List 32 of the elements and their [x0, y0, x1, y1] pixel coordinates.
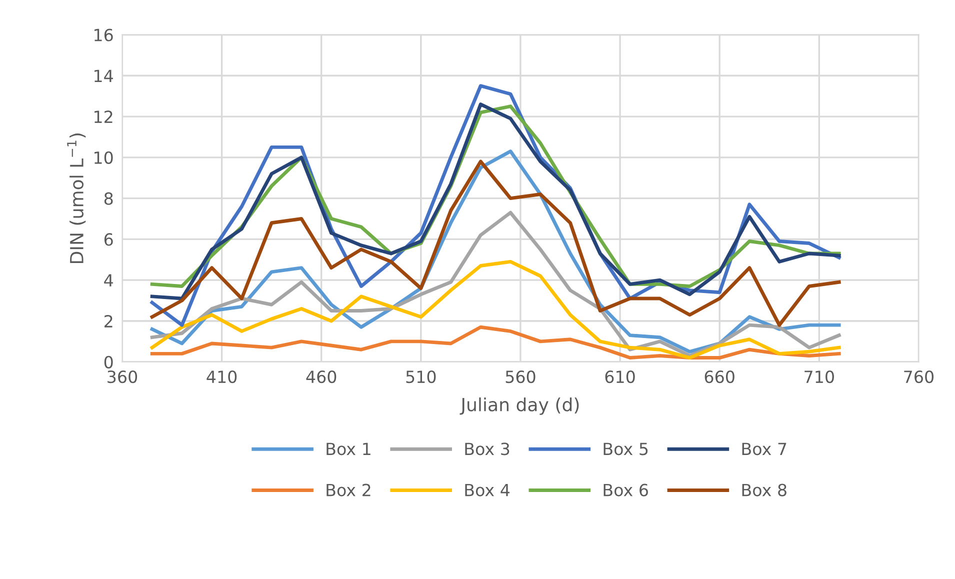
y-tick-label: 6 [104, 233, 113, 246]
x-tick-label: 760 [904, 370, 934, 384]
x-tick-label: 560 [506, 370, 536, 384]
legend-label: Box 4 [465, 484, 510, 496]
x-tick-label: 710 [804, 370, 834, 384]
y-tick-label: 2 [104, 314, 112, 328]
y-tick-label: 12 [94, 110, 112, 123]
line-series [150, 260, 841, 360]
x-tick-label: 410 [206, 370, 237, 384]
x-axis-title: Julian day (d) [460, 397, 579, 415]
x-tick-label: 360 [108, 370, 138, 384]
x-tick-label: 510 [406, 370, 436, 384]
y-tick-label: 4 [104, 274, 113, 286]
line-series [150, 160, 841, 327]
legend-label: Box 7 [742, 442, 786, 456]
y-tick-label: 8 [104, 192, 113, 205]
y-axis-title: DIN (umol L$^{−1}$) [67, 134, 86, 263]
x-tick-label: 660 [704, 370, 734, 384]
legend-label: Box 2 [326, 484, 370, 496]
legend-label: Box 3 [465, 442, 510, 456]
legend-label: Box 5 [604, 442, 648, 456]
y-tick-label: 16 [94, 28, 113, 42]
legend-label: Box 8 [742, 484, 786, 496]
line-series [150, 325, 841, 360]
legend-label: Box 1 [326, 442, 370, 456]
y-tick-label: 0 [104, 356, 113, 368]
x-tick-label: 610 [605, 370, 635, 384]
y-tick-label: 10 [94, 151, 113, 164]
line-series [150, 210, 841, 358]
legend-label: Box 6 [604, 484, 648, 496]
x-tick-label: 460 [306, 370, 336, 384]
y-tick-label: 14 [94, 70, 113, 82]
